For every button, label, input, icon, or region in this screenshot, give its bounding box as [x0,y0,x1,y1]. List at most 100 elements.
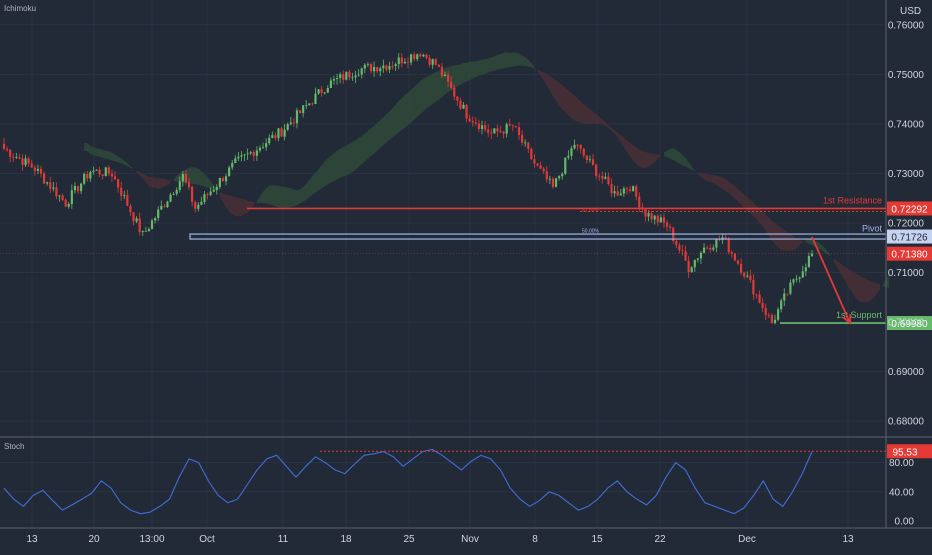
candle-body [21,158,24,166]
cloud-segment [84,142,134,169]
candle-body [702,247,706,253]
candle-body [428,57,431,65]
candle-body [43,173,46,184]
candle-body [746,275,749,277]
candle-body [394,64,397,67]
candle-body [277,128,280,139]
candle-body [795,278,798,280]
candle-body [619,193,622,196]
candle-body [607,176,610,185]
candle-body [80,183,83,192]
candle-body [379,68,382,72]
candle-body [576,144,579,146]
candle-body [591,159,595,165]
candle-body [144,231,147,232]
candle-body [780,300,783,310]
candle-body [292,122,295,124]
candle-body [194,201,197,209]
candle-body [669,226,672,228]
candle-body [598,175,601,177]
candle-body [268,137,271,144]
candle-body [274,135,277,139]
candle-body [320,89,323,94]
candle-body [240,155,243,157]
x-tick-label: 13 [26,534,38,545]
candle-body [490,132,493,134]
candle-body [123,195,126,197]
candle-body [73,185,77,191]
candle-body [382,65,385,69]
candle-body [635,186,638,197]
stoch-tick-label: 0.00 [895,517,915,528]
candle-body [656,215,659,223]
x-tick-label: Dec [738,534,756,545]
candle-body [493,128,496,134]
candle-body [18,157,21,159]
candle-body [564,157,567,174]
candle-body [459,100,462,109]
candle-body [403,61,406,64]
candle-body [499,131,502,133]
pivot-price-badge [887,229,932,244]
candle-body [335,78,339,80]
candle-body [24,158,27,166]
candle-body [150,220,154,230]
candle-body [675,240,678,246]
candle-body [400,57,403,64]
candle-body [456,96,459,101]
candle-body [801,271,804,278]
candle-body [533,159,536,164]
candle-body [209,191,212,195]
candle-body [89,171,92,179]
candle-body [644,208,647,217]
candle-body [107,167,110,174]
candle-body [231,163,234,168]
candle-body [169,194,172,202]
cloud-segment [833,258,880,303]
candle-body [662,217,666,223]
candle-body [373,66,376,72]
candle-body [613,191,616,194]
stoch-pane: 95.53 [3,444,932,515]
candle-body [604,176,607,179]
candle-body [724,237,727,239]
candle-body [514,126,518,128]
candle-body [601,176,604,179]
x-tick-label: 11 [278,534,289,545]
pivot-level-name: Pivot [862,224,883,234]
candle-body [305,105,308,107]
y-tick-label: 0.71000 [888,268,925,279]
candle-body [622,188,625,194]
candle-body [684,251,687,261]
candle-body [357,74,360,76]
candle-body [752,279,755,295]
cloud-segment [697,172,803,251]
candle-body [295,110,299,124]
candle-body [422,54,425,57]
candle-body [650,213,653,220]
candle-body [450,81,453,88]
candle-body [314,93,317,105]
candle-body [727,238,730,253]
candle-body [410,54,413,63]
candle-body [681,250,684,252]
candle-body [323,92,326,94]
candle-body [758,294,761,303]
cloud-segment [256,52,535,208]
candle-body [798,277,801,279]
candle-body [659,217,662,223]
candle-body [70,190,73,205]
candle-body [261,147,265,149]
candle-body [132,212,135,222]
candle-body [348,71,351,78]
candle-body [715,238,718,248]
cloud-segment [136,170,171,189]
resistance-price-badge-label: 0.72292 [891,204,928,215]
support-price-badge-label: 0.69980 [891,319,928,330]
candle-body [733,253,736,261]
candle-body [764,307,767,315]
y-tick-label: 0.74000 [888,119,925,130]
y-tick-label: 0.68000 [888,417,925,428]
candle-body [465,104,468,119]
candle-body [539,165,542,169]
